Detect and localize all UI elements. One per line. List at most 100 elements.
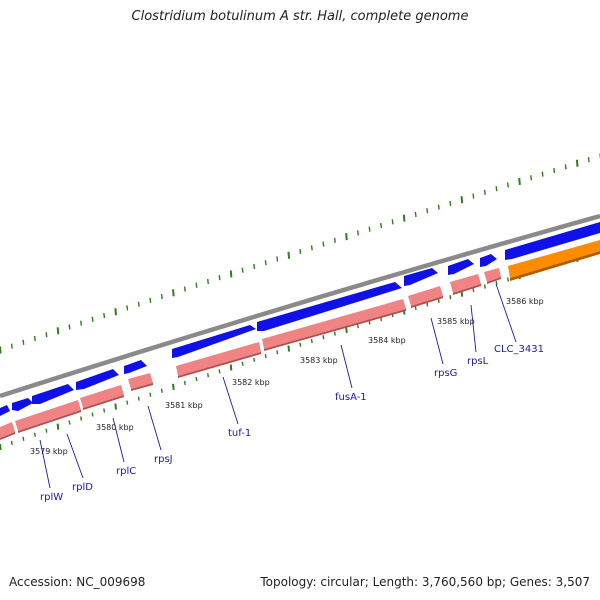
gene-label-rpsG[interactable]: rpsG	[434, 368, 457, 379]
kbp-label: 3585 kbp	[437, 317, 475, 326]
tick-mark	[91, 412, 94, 417]
tick-mark	[33, 335, 36, 342]
gene-label-CLC_3431[interactable]: CLC_3431	[494, 344, 544, 355]
tick-mark	[472, 287, 475, 293]
kbp-label: 3582 kbp	[232, 378, 270, 387]
gene-reverse[interactable]	[0, 422, 15, 438]
gene-label-rpsJ[interactable]: rpsJ	[154, 454, 173, 465]
tick-mark	[206, 278, 209, 285]
tick-mark	[149, 392, 152, 397]
kbp-label: 3581 kbp	[165, 401, 203, 410]
tick-mark	[414, 305, 417, 311]
tick-mark	[0, 443, 2, 451]
tick-mark	[380, 222, 383, 229]
tick-mark	[322, 241, 325, 247]
tick-mark	[183, 286, 186, 292]
tick-mark	[357, 324, 359, 329]
gene-forward[interactable]	[0, 405, 10, 416]
tick-mark	[391, 219, 394, 225]
tick-mark	[356, 230, 359, 236]
gene-forward[interactable]	[448, 259, 474, 275]
tick-mark	[264, 260, 267, 266]
gene-forward[interactable]	[32, 384, 74, 404]
tick-mark	[137, 396, 140, 401]
tick-mark	[80, 416, 83, 421]
outer-tick-row	[0, 153, 600, 354]
tick-mark	[506, 182, 509, 188]
gene-reverse[interactable]	[176, 342, 261, 376]
tick-mark	[472, 193, 475, 199]
tick-mark	[149, 297, 152, 303]
tick-mark	[160, 388, 163, 393]
tick-mark	[426, 208, 429, 214]
tick-mark	[553, 167, 556, 174]
accession-text: Accession: NC_009698	[9, 575, 146, 589]
tick-mark	[414, 211, 417, 217]
tick-mark	[126, 400, 129, 405]
gene-reverse[interactable]	[15, 400, 81, 431]
gene-reverse[interactable]	[262, 299, 406, 349]
tick-mark	[345, 233, 348, 241]
kbp-scale: 3579 kbp 3580 kbp 3581 kbp 3582 kbp 3583…	[30, 297, 544, 456]
gene-reverse[interactable]	[484, 268, 501, 282]
gene-forward[interactable]	[76, 369, 119, 390]
tick-mark	[241, 267, 244, 273]
kbp-label: 3583 kbp	[300, 356, 338, 365]
tick-mark	[241, 361, 244, 366]
feature-orange[interactable]	[508, 240, 600, 278]
tick-mark	[299, 248, 302, 255]
tick-mark	[10, 440, 13, 445]
tick-mark	[460, 196, 464, 204]
gene-label-rplD[interactable]: rplD	[72, 482, 93, 493]
tick-mark	[287, 345, 291, 352]
gene-label-tuf-1[interactable]: tuf-1	[228, 428, 251, 439]
tick-mark	[91, 316, 94, 322]
tick-mark	[507, 277, 509, 282]
tick-mark	[137, 301, 140, 307]
tick-mark	[56, 423, 60, 430]
kbp-label: 3584 kbp	[368, 336, 406, 345]
tick-mark	[426, 302, 429, 307]
tick-mark	[10, 343, 13, 349]
gene-label-rplW[interactable]: rplW	[40, 492, 63, 503]
tick-mark	[575, 159, 579, 167]
tick-mark	[564, 164, 567, 170]
gene-label-rplC[interactable]: rplC	[116, 466, 136, 477]
tick-mark	[195, 282, 198, 288]
tick-mark	[103, 312, 106, 319]
reverse-strand-genes	[0, 268, 501, 440]
tick-mark	[276, 350, 279, 355]
tick-mark	[299, 342, 302, 347]
tick-mark	[333, 237, 336, 243]
tick-mark	[310, 338, 313, 344]
kbp-label: 3580 kbp	[96, 423, 134, 432]
gene-forward[interactable]	[12, 398, 33, 411]
gene-forward[interactable]	[480, 254, 497, 267]
gene-reverse[interactable]	[80, 385, 124, 408]
tick-mark	[80, 320, 83, 326]
gene-label-fusA-1[interactable]: fusA-1	[335, 392, 367, 403]
tick-mark	[264, 353, 267, 359]
gene-forward[interactable]	[172, 325, 256, 358]
kbp-label: 3586 kbp	[506, 297, 544, 306]
tick-mark	[218, 369, 221, 374]
gene-label-rpsL[interactable]: rpsL	[467, 356, 489, 367]
gene-reverse[interactable]	[408, 286, 443, 306]
gene-reverse[interactable]	[128, 373, 153, 389]
gene-forward[interactable]	[404, 268, 438, 286]
tick-mark	[276, 256, 279, 262]
gene-reverse[interactable]	[450, 274, 481, 293]
tick-mark	[56, 327, 60, 335]
tick-mark	[368, 226, 371, 232]
tick-mark	[449, 295, 452, 300]
forward-strand-genes	[0, 222, 600, 416]
gene-forward[interactable]	[257, 282, 402, 331]
tick-mark	[437, 204, 440, 210]
feature-orange-shadow	[510, 251, 600, 281]
gene-forward[interactable]	[124, 360, 147, 374]
gene-forward[interactable]	[505, 222, 600, 260]
tick-mark	[45, 428, 48, 433]
tick-mark	[253, 263, 256, 270]
tick-mark	[495, 280, 498, 286]
